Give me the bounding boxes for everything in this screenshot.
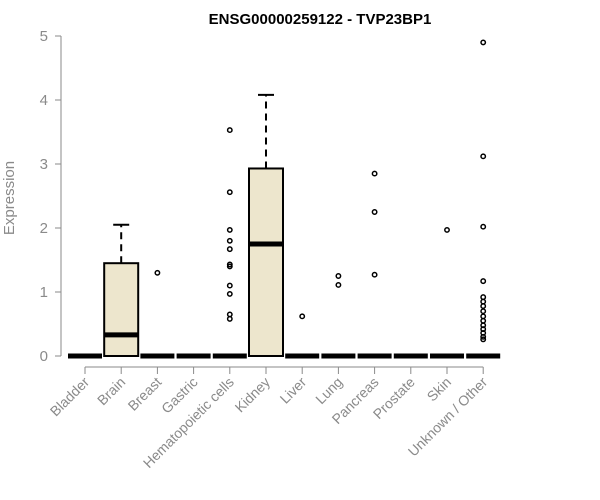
outlier-point (226, 263, 233, 270)
box-breast (140, 269, 175, 359)
outlier-point (480, 153, 487, 160)
box-unknown-other (466, 39, 501, 359)
y-tick-label: 5 (40, 28, 48, 45)
x-tick-label: Kidney (232, 374, 274, 416)
outlier-point (480, 308, 487, 315)
outlier-point (371, 209, 378, 215)
x-tick-label: Bladder (47, 374, 93, 420)
outlier-point (226, 246, 233, 253)
outlier-point (371, 170, 378, 177)
outlier-point (226, 282, 233, 289)
box (248, 167, 284, 357)
outlier-point (480, 39, 487, 46)
outlier-point (154, 269, 161, 276)
outlier-point (299, 313, 306, 320)
y-tick-label: 1 (40, 284, 48, 301)
x-tick-label: Liver (277, 374, 310, 407)
outlier-point (226, 189, 233, 196)
outlier-point (226, 290, 233, 297)
box-brain (103, 223, 140, 358)
y-tick-label: 4 (40, 92, 48, 109)
y-tick-label: 3 (40, 156, 48, 173)
outlier-point (335, 273, 342, 279)
x-tick-label: Lung (312, 374, 345, 407)
chart-title: ENSG00000259122 - TVP23BP1 (209, 11, 432, 28)
outlier-point (226, 237, 233, 244)
y-axis-label: Expression (1, 161, 18, 235)
x-tick-label: Breast (125, 374, 165, 414)
outlier-point (480, 336, 487, 343)
box-pancreas (357, 170, 392, 359)
box-hematopoietic-cells (212, 127, 247, 359)
x-tick-label: Brain (94, 374, 128, 408)
box-lung (321, 273, 356, 359)
y-tick-label: 0 (40, 348, 48, 365)
outlier-point (371, 271, 378, 278)
outlier-point (226, 315, 233, 322)
y-axis: 0 1 2 3 4 5 (40, 28, 62, 365)
outlier-point (480, 278, 487, 285)
outlier-point (335, 282, 342, 288)
outlier-point (480, 333, 487, 340)
box-kidney (248, 93, 284, 357)
outlier-point (480, 303, 487, 310)
plot-area (68, 39, 501, 359)
outlier-point (226, 127, 233, 134)
outlier-point (480, 223, 487, 230)
outlier-point (226, 226, 233, 233)
box-skin (430, 226, 464, 359)
box (103, 262, 140, 358)
x-tick-label: Skin (424, 374, 455, 405)
box-liver (285, 313, 320, 359)
y-tick-label: 2 (40, 220, 48, 237)
outlier-point (444, 226, 450, 233)
